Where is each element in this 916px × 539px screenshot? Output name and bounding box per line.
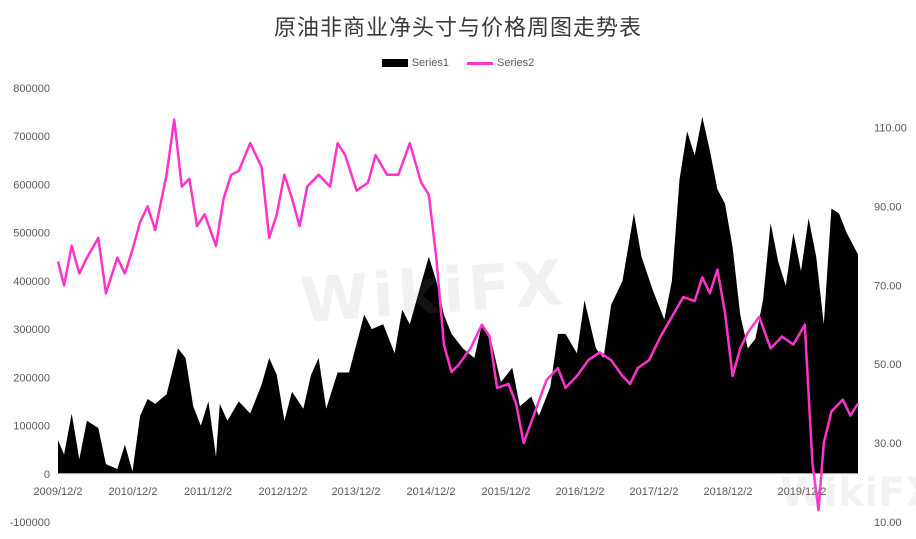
right-axis-ticks: 10.00 30.00 50.00 70.00 90.00 110.00: [874, 122, 907, 529]
y-right-tick-label: 30.00: [874, 438, 902, 450]
y-left-tick-label: -100000: [10, 517, 50, 529]
legend-item-series2: Series2: [467, 57, 534, 69]
y-right-tick-label: 10.00: [874, 517, 902, 529]
x-tick-label: 2013/12/2: [332, 486, 381, 498]
y-right-tick-label: 50.00: [874, 359, 902, 371]
x-tick-label: 2018/12/2: [704, 486, 753, 498]
y-right-tick-label: 90.00: [874, 201, 902, 213]
y-left-tick-label: 200000: [13, 372, 50, 384]
y-left-tick-label: 100000: [13, 421, 50, 433]
x-tick-label: 2010/12/2: [109, 486, 158, 498]
x-tick-label: 2014/12/2: [407, 486, 456, 498]
y-left-tick-label: 800000: [13, 83, 50, 95]
y-left-tick-label: 600000: [13, 179, 50, 191]
y-right-tick-label: 110.00: [874, 122, 907, 134]
y-left-tick-label: 300000: [13, 324, 50, 336]
y-left-tick-label: 700000: [13, 131, 50, 143]
legend-swatch-series1: [381, 59, 408, 67]
series1-area: [58, 116, 858, 474]
legend: Series1 Series2: [0, 57, 916, 69]
x-tick-label: 2011/12/2: [184, 486, 232, 498]
legend-swatch-series2: [467, 61, 493, 65]
left-axis-ticks: -100000 0 100000 200000 300000 400000 500000 60…: [10, 83, 50, 529]
x-tick-label: 2019/12/2: [778, 486, 827, 498]
y-left-tick-label: 500000: [13, 228, 50, 240]
legend-label-series1: Series1: [411, 57, 449, 69]
x-tick-label: 2015/12/2: [482, 486, 531, 498]
series2-line: [56, 118, 860, 512]
x-tick-label: 2012/12/2: [259, 486, 308, 498]
y-left-tick-label: 0: [44, 469, 50, 481]
legend-item-series1: Series1: [381, 57, 449, 69]
x-axis-ticks: 2009/12/2 2010/12/2 2011/12/2 2012/12/2 2013…: [34, 486, 827, 498]
legend-label-series2: Series2: [497, 57, 535, 69]
x-tick-label: 2017/12/2: [630, 486, 679, 498]
chart-title: 原油非商业净头寸与价格周图走势表: [273, 16, 642, 41]
x-tick-label: 2009/12/2: [34, 486, 83, 498]
watermark-corner: WikiFX: [780, 470, 916, 516]
y-right-tick-label: 70.00: [874, 280, 902, 292]
x-tick-label: 2016/12/2: [556, 486, 605, 498]
y-left-tick-label: 400000: [13, 276, 50, 288]
